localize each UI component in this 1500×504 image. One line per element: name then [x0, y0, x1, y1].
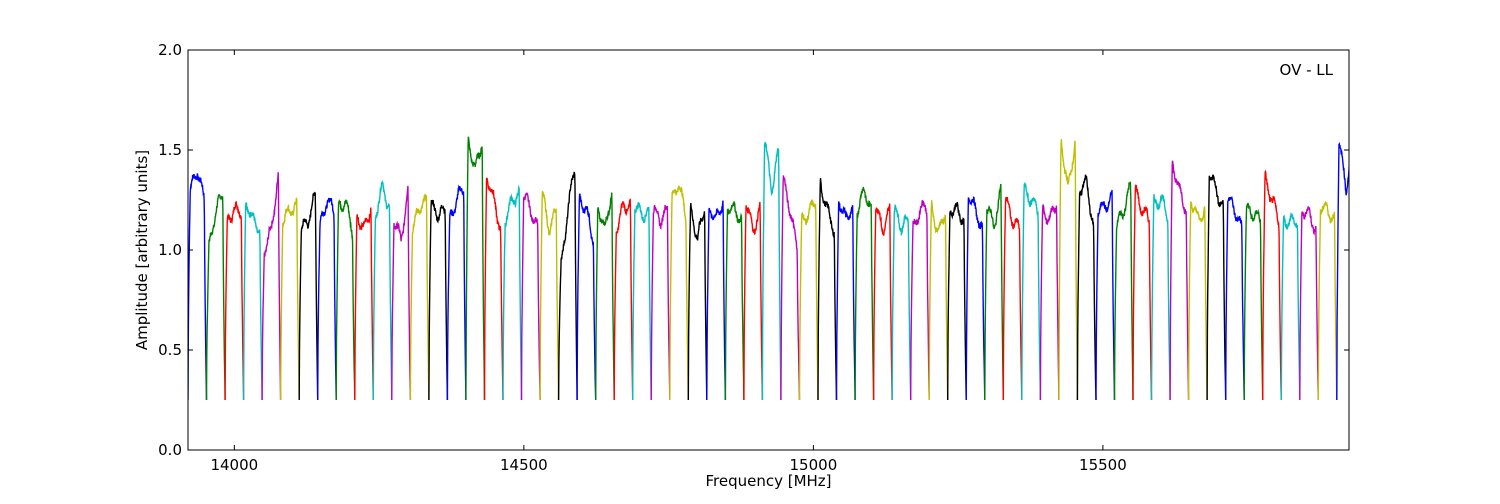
series-segment-2 [207, 195, 226, 400]
series-segment-46 [1022, 183, 1041, 400]
series-segment-35 [818, 178, 837, 400]
series-segment-31 [744, 202, 763, 400]
series-segment-24 [614, 199, 633, 400]
x-tick-label: 14500 [500, 456, 548, 474]
series-segment-40 [911, 201, 930, 400]
series-segment-25 [633, 202, 652, 400]
series-segment-17 [485, 178, 504, 400]
series-segment-27 [670, 186, 689, 400]
plot-annotation: OV - LL [1280, 61, 1334, 79]
series-segment-51 [1115, 182, 1134, 400]
series-segment-23 [596, 193, 615, 401]
series-segment-16 [466, 137, 485, 400]
series-segment-42 [948, 202, 967, 400]
series-segment-33 [781, 175, 800, 400]
y-tick-label: 2.0 [158, 41, 182, 59]
series-segment-43 [966, 197, 985, 400]
series-segment-41 [929, 200, 948, 400]
series-layer [188, 130, 1355, 400]
x-tick-label: 15500 [1079, 456, 1127, 474]
series-segment-61 [1300, 207, 1319, 401]
series-segment-56 [1207, 175, 1226, 400]
series-segment-5 [262, 172, 281, 400]
series-segment-39 [892, 206, 911, 401]
series-segment-3 [225, 202, 244, 400]
series-segment-60 [1281, 214, 1300, 400]
series-segment-45 [1003, 197, 1022, 400]
series-segment-63 [1337, 130, 1356, 400]
x-axis-label: Frequency [MHz] [705, 472, 831, 490]
series-segment-15 [447, 186, 466, 400]
series-segment-9 [336, 200, 355, 400]
series-segment-20 [540, 191, 559, 400]
series-segment-34 [800, 200, 819, 400]
series-segment-10 [355, 208, 374, 401]
series-segment-52 [1133, 185, 1152, 400]
series-segment-53 [1152, 194, 1171, 400]
y-tick-label: 1.5 [158, 141, 182, 159]
series-segment-57 [1226, 197, 1245, 400]
series-segment-29 [707, 201, 726, 401]
y-tick-label: 0.0 [158, 441, 182, 459]
series-segment-19 [522, 193, 541, 400]
series-segment-1 [188, 173, 207, 400]
series-segment-30 [725, 201, 744, 400]
series-segment-18 [503, 187, 522, 400]
series-segment-11 [373, 182, 392, 400]
series-segment-12 [392, 186, 411, 400]
series-segment-4 [244, 203, 263, 400]
series-segment-55 [1189, 201, 1208, 400]
series-segment-47 [1040, 205, 1059, 400]
series-segment-28 [688, 203, 707, 400]
series-segment-8 [318, 198, 337, 400]
series-segment-54 [1170, 161, 1189, 400]
y-axis-label: Amplitude [arbitrary units] [133, 150, 151, 350]
series-segment-58 [1244, 203, 1263, 400]
series-segment-62 [1318, 202, 1337, 400]
y-tick-label: 1.0 [158, 241, 182, 259]
series-segment-49 [1077, 175, 1096, 400]
series-segment-44 [985, 184, 1004, 400]
series-segment-48 [1059, 139, 1078, 400]
series-segment-37 [855, 188, 874, 400]
series-segment-14 [429, 200, 448, 400]
series-segment-36 [837, 201, 856, 400]
series-segment-26 [651, 205, 670, 400]
series-segment-50 [1096, 190, 1115, 400]
series-segment-32 [762, 142, 781, 400]
x-tick-label: 14000 [210, 456, 258, 474]
series-segment-7 [299, 192, 318, 400]
series-segment-13 [410, 194, 429, 400]
series-segment-21 [559, 172, 578, 400]
series-segment-22 [577, 194, 596, 400]
series-segment-38 [874, 204, 893, 400]
plot-frame [188, 50, 1349, 450]
y-tick-label: 0.5 [158, 341, 182, 359]
series-segment-59 [1263, 172, 1282, 401]
series-segment-6 [281, 198, 300, 400]
